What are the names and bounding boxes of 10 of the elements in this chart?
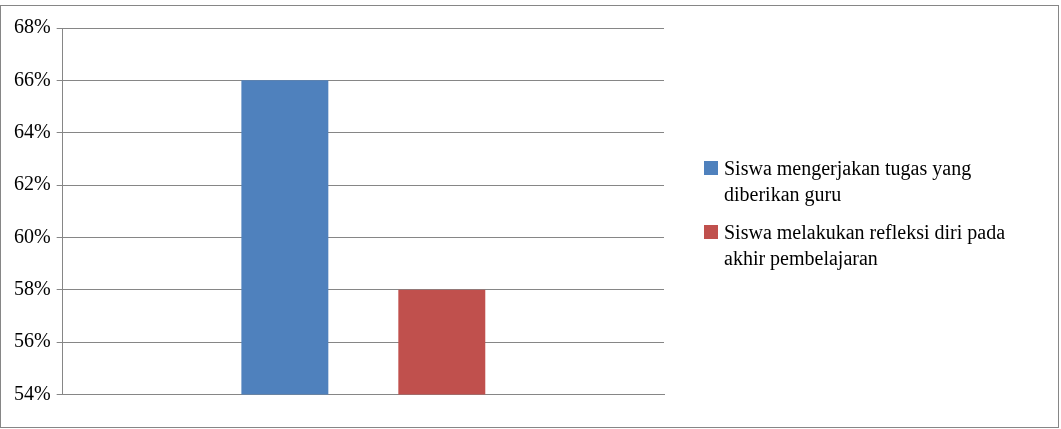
y-tick-label: 66%: [13, 67, 51, 90]
y-tick-label: 62%: [13, 172, 51, 195]
y-tick-label: 58%: [13, 277, 51, 300]
y-tick-label: 68%: [13, 15, 51, 38]
legend-label: Siswa melakukan refleksi diri pada akhir pembelajaran: [724, 220, 1007, 271]
y-tick-label: 56%: [13, 329, 51, 352]
y-tick-label: 64%: [13, 119, 51, 142]
y-tick-label: 54%: [13, 381, 51, 404]
legend-label: Siswa mengerjakan tugas yang diberikan guru: [724, 156, 973, 207]
y-tick-label: 60%: [13, 224, 51, 247]
